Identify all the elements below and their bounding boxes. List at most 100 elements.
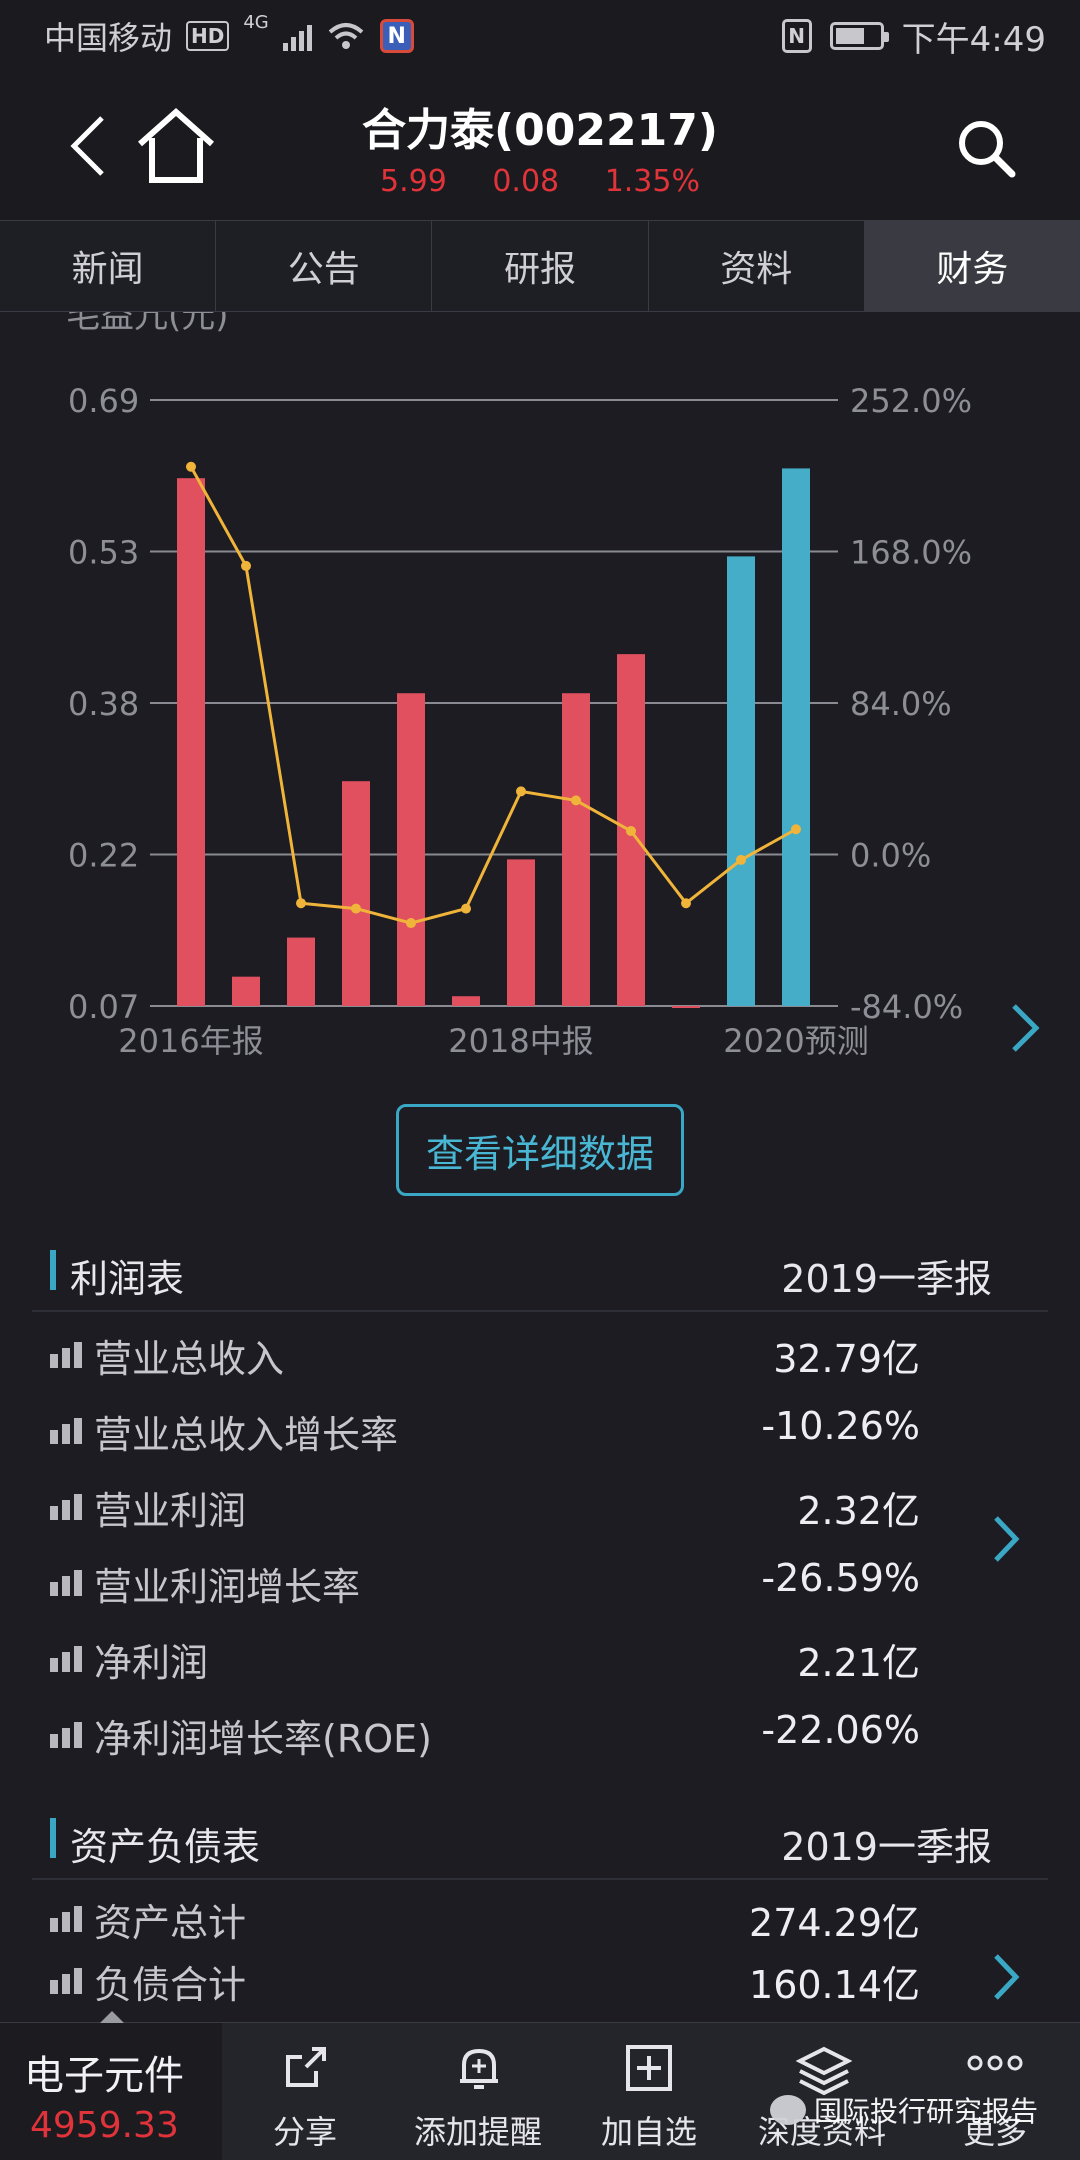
bell-icon	[460, 2048, 498, 2089]
back-arrow-icon[interactable]	[66, 114, 110, 178]
nfc-icon: N	[781, 19, 812, 53]
y-axis-tick-label: 0.53	[68, 534, 139, 572]
chart-bar	[177, 478, 205, 1006]
row-label: 净利润	[94, 1641, 209, 1685]
chart-bar	[562, 693, 590, 1006]
eps-chart[interactable]: 毛益亢(元) 0.69 252.0% 0.53 168.0% 0.38 84.0% 0.22…	[0, 312, 1080, 1072]
growth-point	[626, 826, 636, 837]
growth-point	[241, 560, 251, 571]
nav-label: 加自选	[600, 2113, 697, 2151]
tab-announcements[interactable]: 公告	[216, 221, 433, 311]
row-value: 2.21亿	[797, 1641, 920, 1685]
row-label: 资产总计	[94, 1901, 247, 1945]
row-value: 160.14亿	[749, 1963, 920, 2007]
expand-up-icon[interactable]	[100, 2011, 124, 2023]
row-value: -10.26%	[761, 1404, 920, 1448]
y-axis-tick-label: 0.07	[68, 988, 139, 1026]
bar-chart-icon	[50, 1718, 86, 1748]
balance-row[interactable]: 资产总计 274.29亿	[50, 1886, 930, 1946]
chart-title: 毛益亢(元)	[66, 312, 229, 336]
row-value: 32.79亿	[773, 1337, 920, 1381]
share-icon	[286, 2047, 326, 2087]
price-change-percent: 1.35%	[604, 164, 700, 199]
growth-point	[571, 795, 581, 806]
balance-row[interactable]: 负债合计 160.14亿	[50, 1948, 930, 2008]
growth-line	[189, 466, 797, 925]
add-alert-button[interactable]: 添加提醒	[398, 2023, 558, 2160]
add-watchlist-button[interactable]: 加自选	[584, 2023, 714, 2160]
income-row[interactable]: 净利润 2.21亿	[50, 1626, 930, 1686]
tab-bar: 新闻 公告 研报 资料 财务	[0, 220, 1080, 312]
y2-axis-tick-label: 84.0%	[850, 685, 952, 723]
watermark: 国际投行研究报告	[770, 2090, 1038, 2130]
section-period: 2019一季报	[781, 1825, 992, 1869]
bar-chart-icon	[50, 1566, 86, 1596]
bar-chart-icon	[50, 1642, 86, 1672]
growth-point	[791, 824, 801, 835]
row-label: 负债合计	[94, 1963, 247, 2007]
chart-bar	[397, 693, 425, 1006]
chart-bar	[727, 556, 755, 1006]
header: 合力泰(002217) 5.99 0.08 1.35%	[0, 72, 1080, 220]
section-accent-bar	[50, 1818, 56, 1858]
row-label: 营业总收入增长率	[94, 1413, 399, 1457]
chart-bar	[287, 937, 315, 1006]
growth-point	[186, 461, 196, 472]
view-detail-button[interactable]: 查看详细数据	[396, 1104, 684, 1196]
income-row[interactable]: 营业利润 2.32亿	[50, 1474, 930, 1534]
nav-label: 更多	[962, 2113, 1027, 2151]
home-icon[interactable]	[134, 106, 218, 186]
chevron-right-icon[interactable]	[990, 1952, 1022, 2002]
wechat-icon	[770, 2095, 806, 2125]
row-label: 营业利润增长率	[94, 1565, 361, 1609]
y2-axis-tick-label: -84.0%	[850, 988, 963, 1026]
chart-bar	[342, 781, 370, 1006]
income-row[interactable]: 净利润增长率(ROE) -22.06%	[50, 1702, 930, 1762]
chart-bar	[232, 976, 260, 1006]
add-square-icon	[626, 2045, 672, 2091]
chart-bar	[672, 1006, 700, 1008]
tab-profile[interactable]: 资料	[649, 221, 865, 311]
carrier-label: 中国移动	[44, 19, 173, 57]
bar-chart-icon	[50, 1338, 86, 1368]
y-axis-tick-label: 0.69	[68, 382, 139, 420]
chevron-right-icon[interactable]	[1008, 1002, 1042, 1054]
sector-value: 4959.33	[30, 2105, 179, 2146]
tab-finance[interactable]: 财务	[864, 221, 1080, 311]
hd-badge: HD	[186, 21, 230, 51]
search-icon[interactable]	[954, 116, 1018, 180]
bottom-toolbar: 电子元件 4959.33 分享 添加提醒 加自选 深度资料 更多	[0, 2011, 1080, 2160]
income-row[interactable]: 营业利润增长率 -26.59%	[50, 1550, 930, 1610]
row-value: 2.32亿	[797, 1489, 920, 1533]
tab-research[interactable]: 研报	[432, 221, 649, 311]
row-label: 净利润增长率(ROE)	[94, 1717, 432, 1761]
y-axis-tick-label: 0.38	[68, 685, 139, 723]
row-value: -26.59%	[761, 1556, 920, 1600]
x-axis-tick-label: 2018中报	[448, 1022, 593, 1060]
sector-ticker[interactable]: 电子元件 4959.33	[0, 2011, 222, 2160]
nav-label: 分享	[272, 2113, 337, 2151]
section-accent-bar	[50, 1250, 56, 1290]
balance-sheet-header: 资产负债表 2019一季报	[32, 1796, 1048, 1880]
tab-news[interactable]: 新闻	[0, 221, 217, 311]
wifi-icon	[328, 23, 364, 49]
bar-chart-icon	[50, 1490, 86, 1520]
income-row[interactable]: 营业总收入 32.79亿	[50, 1322, 930, 1382]
row-label: 营业总收入	[94, 1337, 285, 1381]
bar-chart-icon	[50, 1414, 86, 1444]
share-button[interactable]: 分享	[240, 2023, 370, 2160]
row-label: 营业利润	[94, 1489, 247, 1533]
chart-bar	[782, 468, 810, 1006]
app-notification-icon: N	[379, 19, 414, 53]
x-axis-tick-label: 2020预测	[723, 1022, 868, 1060]
y2-axis-tick-label: 252.0%	[850, 382, 972, 420]
income-row[interactable]: 营业总收入增长率 -10.26%	[50, 1398, 930, 1458]
chevron-right-icon[interactable]	[990, 1514, 1022, 1564]
growth-point	[406, 918, 416, 929]
battery-icon	[829, 22, 889, 50]
growth-point	[681, 898, 691, 909]
bar-chart-icon	[50, 1964, 86, 1994]
more-button[interactable]: 更多	[930, 2023, 1060, 2160]
section-period: 2019一季报	[781, 1257, 992, 1301]
growth-point	[461, 903, 471, 914]
